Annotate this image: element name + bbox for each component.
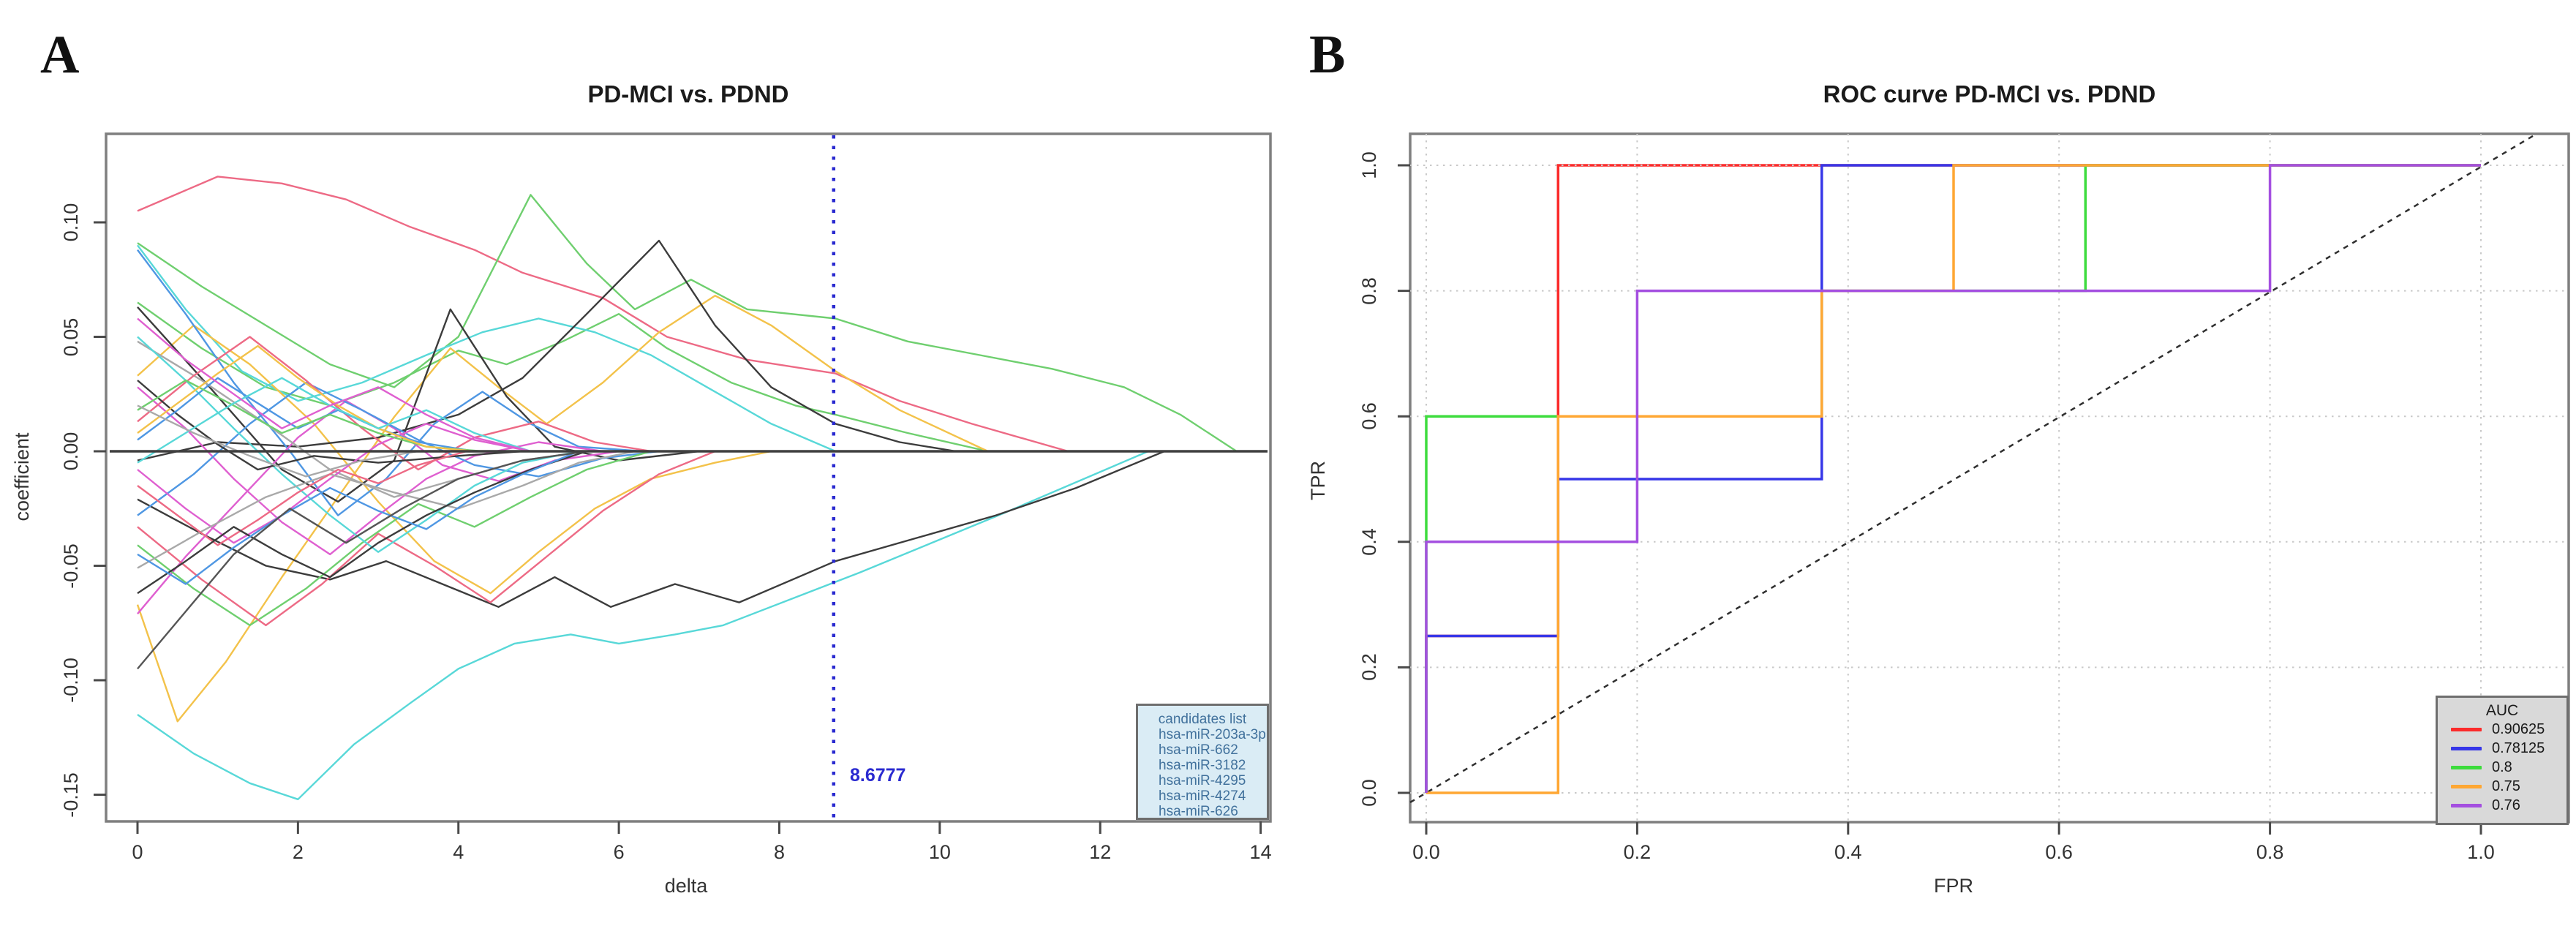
coefficient-path-22 [137, 450, 636, 569]
coefficient-path-28 [137, 317, 531, 453]
auc-legend-value-0: 0.90625 [2492, 720, 2545, 737]
coefficient-path-5 [136, 295, 989, 723]
coefficient-path-2 [137, 301, 988, 453]
panel-a-xtick-label-6: 12 [1089, 841, 1112, 863]
panel-b-xtick-label-1: 0.2 [1623, 841, 1652, 863]
roc-purple-curve [1425, 164, 2481, 793]
panel-a-xtick-label-3: 6 [613, 841, 625, 863]
panel-a-xaxis-label: delta [664, 875, 708, 897]
coefficient-path-21 [137, 377, 475, 453]
coefficient-path-16 [137, 450, 716, 627]
panel-a-letter: A [40, 25, 80, 85]
candidate-mirna-1: hsa-miR-662 [1159, 742, 1238, 758]
candidate-mirna-0: hsa-miR-203a-3p [1159, 727, 1266, 742]
auc-legend-swatch-3 [2451, 784, 2482, 788]
panel-b-xtick-label-0: 0.0 [1412, 841, 1440, 863]
coefficient-path-3 [137, 450, 1149, 801]
panel-a-xtick-label-0: 0 [132, 841, 143, 863]
panel-a-xtick-label-7: 14 [1249, 841, 1272, 863]
coefficient-path-31 [137, 450, 587, 670]
candidate-mirna-4: hsa-miR-4274 [1159, 788, 1246, 804]
panel-b-ytick-label-2: 0.4 [1358, 528, 1380, 556]
auc-legend-row-0: 0.90625 [2438, 720, 2566, 739]
coefficient-path-9 [137, 450, 1165, 608]
panel-b-title: ROC curve PD-MCI vs. PDND [1823, 80, 2156, 108]
coefficient-path-6 [137, 324, 772, 595]
candidate-mirna-2: hsa-miR-3182 [1159, 758, 1246, 773]
auc-legend: AUC 0.90625 0.78125 0.8 0.75 0.76 [2436, 696, 2569, 825]
panel-b-letter: B [1309, 25, 1346, 85]
panel-a-ytick-label-2: 0.00 [60, 432, 82, 471]
auc-legend-swatch-4 [2451, 803, 2482, 807]
auc-legend-value-4: 0.76 [2492, 797, 2520, 813]
panel-a-xtick-label-4: 8 [773, 841, 785, 863]
auc-legend-row-1: 0.78125 [2438, 739, 2566, 758]
coefficient-path-24 [137, 450, 467, 546]
panel-a-ytick-label-4: -0.10 [60, 658, 82, 703]
coefficient-path-15 [137, 450, 652, 627]
panel-a-ytick-label-3: -0.05 [60, 543, 82, 589]
auc-legend-title: AUC [2485, 702, 2519, 719]
auc-legend-swatch-0 [2451, 727, 2482, 731]
candidate-mirna-3: hsa-miR-4295 [1159, 773, 1246, 788]
coefficient-path-30 [137, 404, 419, 478]
coefficient-path-29 [137, 450, 579, 585]
panel-b-plot-border [1409, 132, 2570, 824]
auc-legend-value-1: 0.78125 [2492, 739, 2545, 756]
panel-b-ytick-label-5: 1.0 [1358, 151, 1380, 179]
coefficient-path-14 [137, 381, 660, 516]
panel-a-ytick-label-0: 0.10 [60, 203, 82, 242]
panel-b-xtick-label-2: 0.4 [1834, 841, 1862, 863]
panel-a-xtick-label-1: 2 [292, 841, 304, 863]
auc-legend-row-2: 0.8 [2438, 758, 2566, 777]
auc-legend-value-2: 0.8 [2492, 758, 2512, 775]
coefficient-path-18 [137, 336, 579, 553]
coefficient-path-1 [137, 194, 1238, 453]
threshold-value-label: 8.6777 [850, 765, 906, 786]
panel-a-ytick-label-1: 0.05 [60, 317, 82, 356]
coefficient-path-17 [137, 336, 652, 471]
auc-legend-row-4: 0.76 [2438, 796, 2566, 815]
auc-legend-row-3: 0.75 [2438, 777, 2566, 796]
panel-b-xaxis-label: FPR [1934, 875, 1973, 897]
panel-b-xtick-label-5: 1.0 [2467, 841, 2495, 863]
panel-b-ytick-label-1: 0.2 [1358, 653, 1380, 682]
coefficient-path-13 [137, 386, 603, 556]
panel-b-ytick-label-0: 0.0 [1358, 779, 1380, 807]
coefficient-path-0 [137, 176, 1069, 453]
panel-a-title: PD-MCI vs. PDND [587, 80, 789, 108]
coefficient-path-20 [137, 423, 531, 544]
auc-legend-rows: 0.90625 0.78125 0.8 0.75 0.76 [2438, 720, 2566, 815]
panel-a-xtick-label-5: 10 [928, 841, 951, 863]
panel-b-yaxis-label: TPR [1307, 461, 1329, 500]
auc-legend-value-3: 0.75 [2492, 778, 2520, 794]
panel-b-ytick-label-4: 0.8 [1358, 276, 1380, 305]
panel-a-ytick-label-5: -0.15 [60, 772, 82, 818]
panel-a-xtick-label-2: 4 [453, 841, 464, 863]
auc-legend-swatch-1 [2451, 746, 2482, 750]
candidates-legend-items: hsa-miR-203a-3p hsa-miR-662 hsa-miR-3182 hs… [1138, 727, 1267, 819]
candidates-legend-title: candidates list [1158, 712, 1247, 727]
panel-b-ytick-label-3: 0.6 [1358, 402, 1380, 430]
chance-diagonal-line [1409, 132, 2537, 804]
roc-orange-curve [1426, 164, 2481, 794]
coefficient-path-7 [137, 306, 699, 503]
panel-a-plot-border [105, 132, 1272, 823]
coefficient-path-27 [137, 450, 587, 595]
panel-a-yaxis-label: coefficient [11, 432, 33, 522]
coefficient-path-25 [137, 345, 475, 453]
panel-b-xtick-label-4: 0.8 [2256, 841, 2284, 863]
auc-legend-swatch-2 [2451, 765, 2482, 769]
candidate-mirna-5: hsa-miR-626 [1159, 804, 1238, 819]
panel-b-xtick-label-3: 0.6 [2045, 841, 2073, 863]
candidates-legend: candidates list hsa-miR-203a-3p hsa-miR-6… [1136, 704, 1269, 820]
coefficient-path-4 [137, 244, 836, 453]
